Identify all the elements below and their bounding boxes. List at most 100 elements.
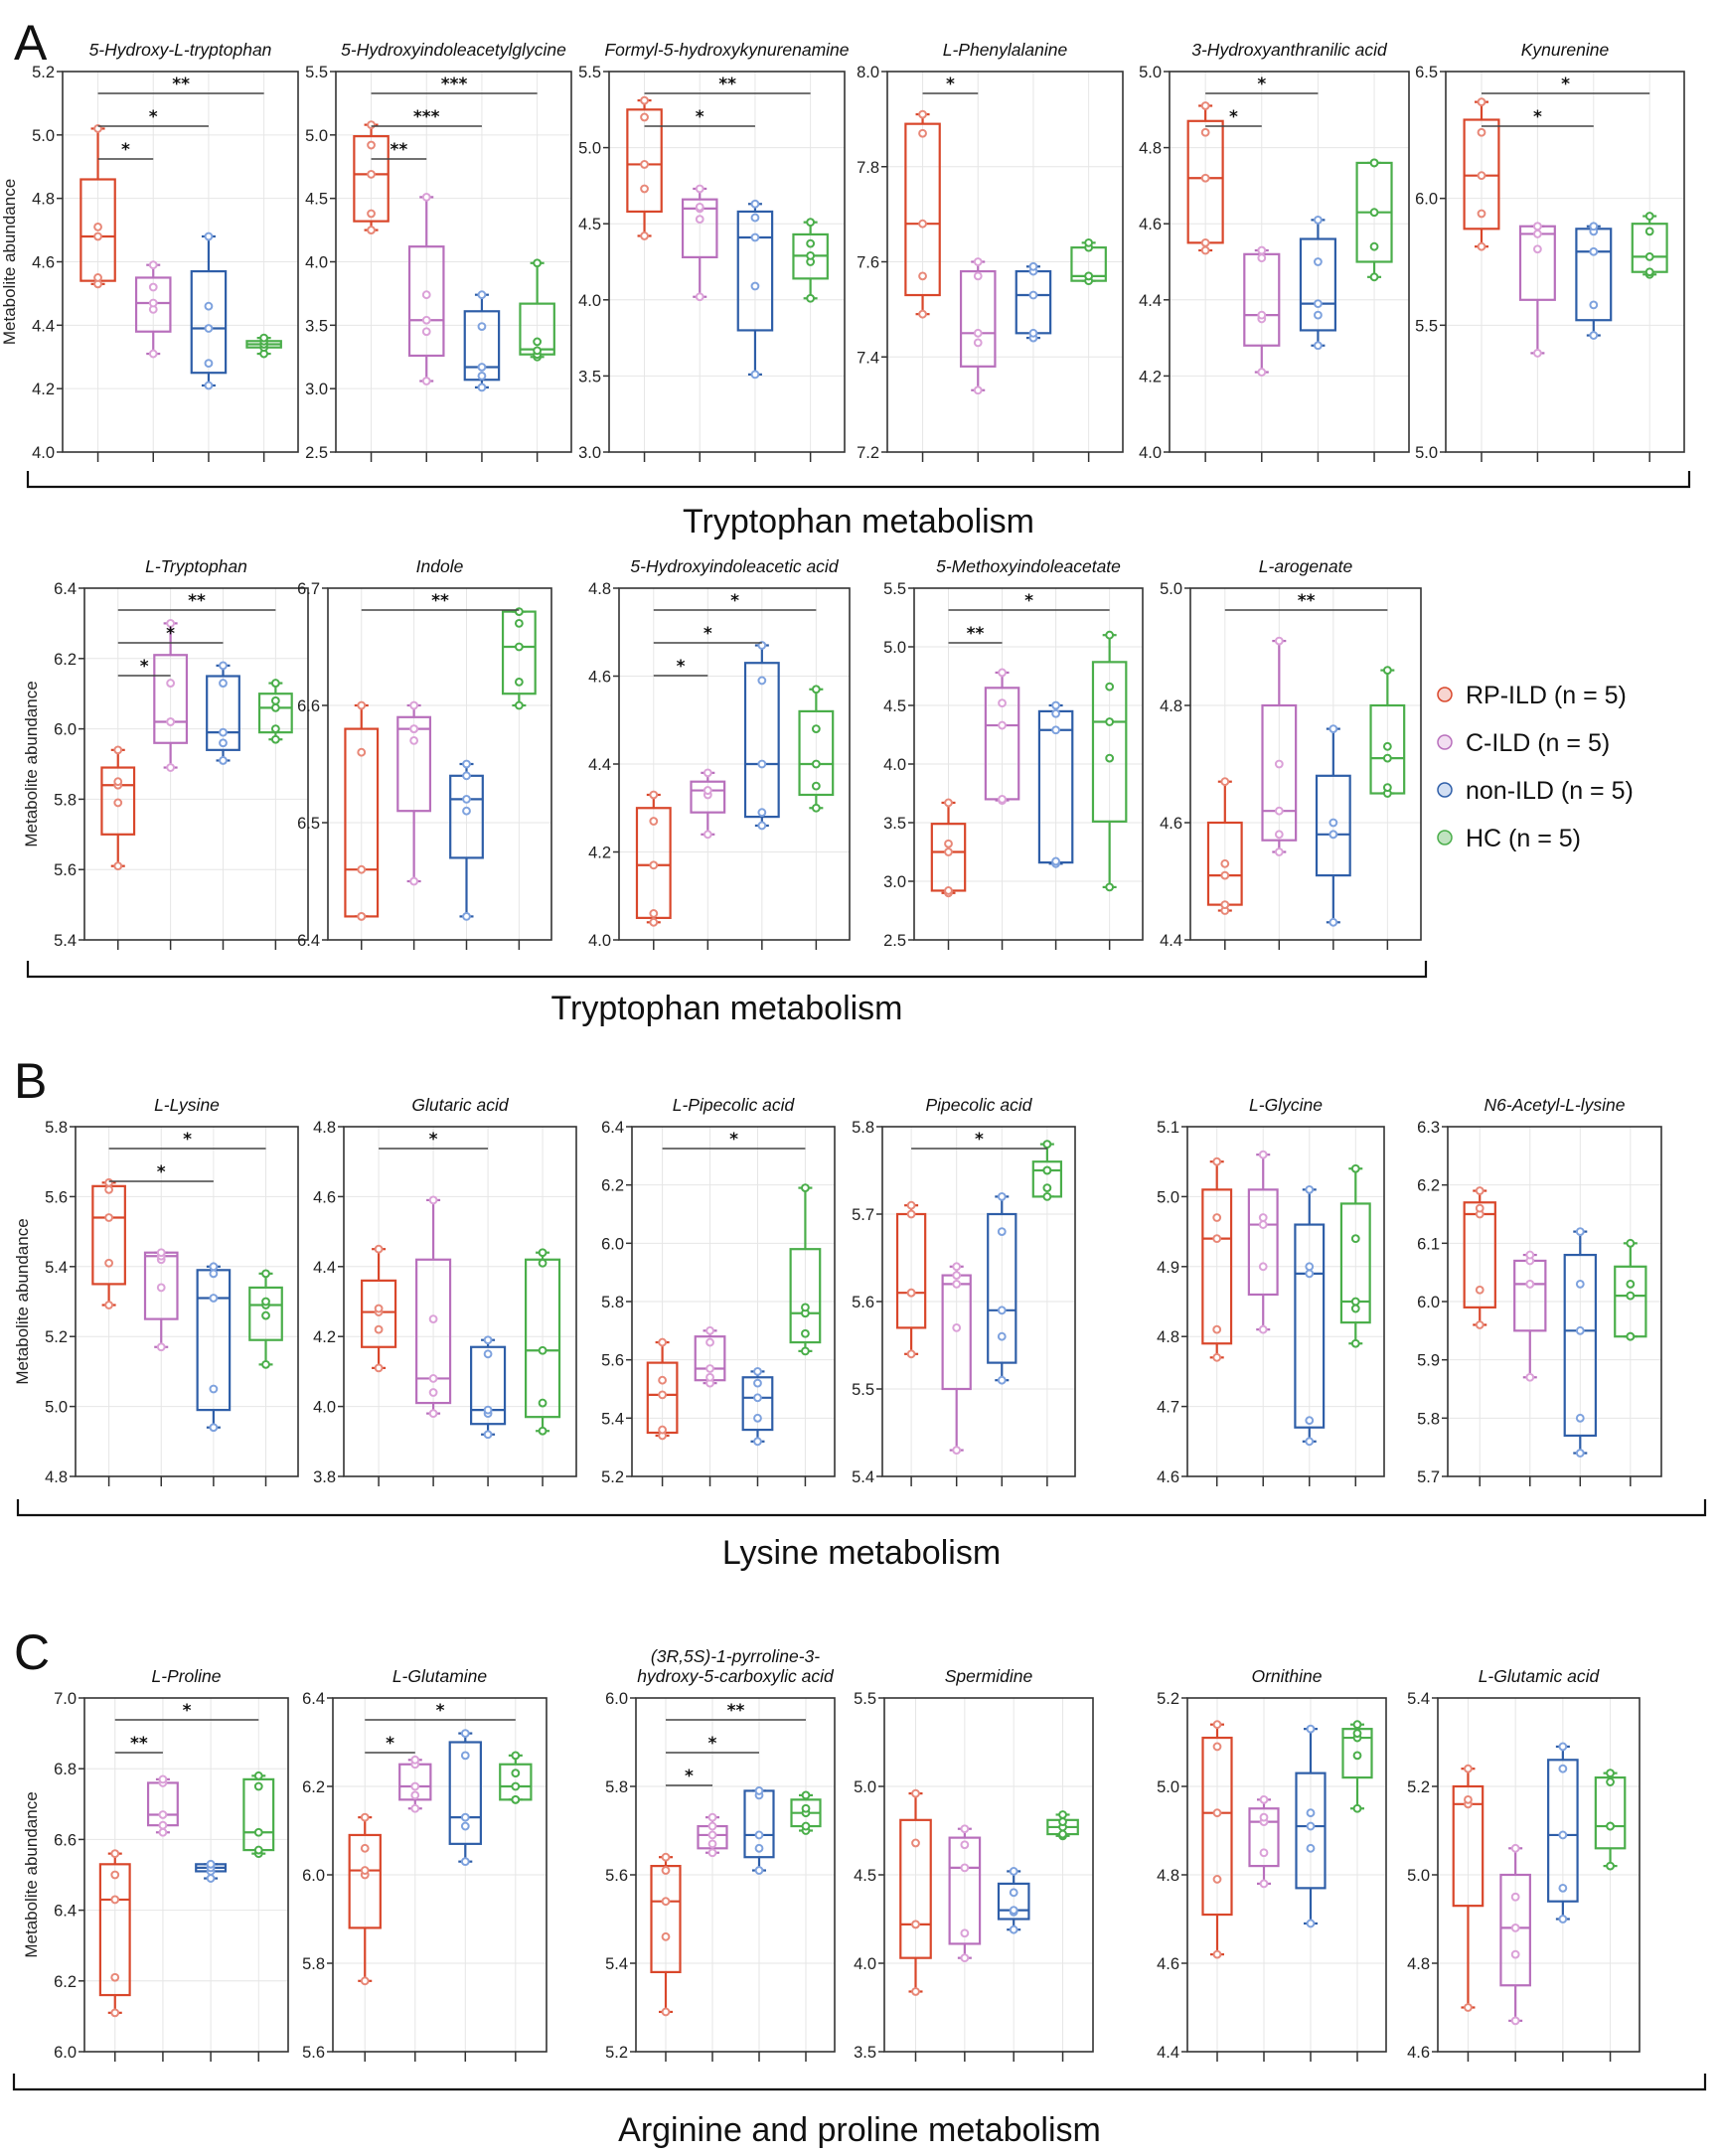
data-point [753,1367,762,1376]
box-rp-ild [930,798,967,898]
box-hc [519,258,555,362]
box-rp-ild [1201,1156,1233,1362]
data-point [906,1209,916,1219]
y-tick-label: 5.0 [883,639,906,657]
data-point [1644,227,1654,236]
data-point [113,745,123,755]
box-non-ild [196,1262,232,1433]
data-point [997,1192,1007,1201]
y-tick-label: 6.4 [54,580,77,598]
box-hc [1355,158,1393,282]
y-tick-label: 6.2 [601,1177,624,1195]
box-non-ild [736,199,774,380]
data-point [1212,1352,1222,1362]
data-point [1212,1156,1222,1166]
y-axis-label: Metabolite abundance [0,179,19,345]
data-point [514,607,524,616]
data-point [148,282,158,292]
data-point [1464,1794,1473,1804]
data-point [640,112,649,122]
box-c-ild [1499,1843,1531,2026]
row-bracket [26,961,1428,979]
plot-frame [608,71,846,453]
iqr-box [789,1248,822,1344]
data-point [1258,1213,1268,1222]
y-tick-label: 4.4 [1160,932,1182,950]
box-non-ild [1295,1724,1327,1928]
data-point [110,1870,120,1880]
y-tick-label: 5.0 [578,140,601,158]
data-point [695,184,704,194]
box-rp-ild [353,120,390,234]
box-c-ild [697,1812,728,1858]
data-point [1305,1184,1315,1194]
data-point [1644,212,1654,221]
box-c-ild [959,257,997,395]
legend: RP-ILD (n = 5) C-ILD (n = 5) non-ILD (n = … [1437,682,1634,852]
data-point [1212,1234,1222,1244]
box-c-ild [407,192,445,385]
data-point [707,1848,717,1858]
data-point [1510,1924,1520,1932]
data-point [1477,209,1486,219]
significance-label: * [183,1701,192,1721]
data-point [811,781,821,791]
y-tick-label: 4.6 [1157,1955,1179,1973]
data-point [1558,1830,1568,1840]
panel-title: Indole [416,556,464,576]
data-point [1575,1413,1585,1423]
significance-label: * [121,140,130,160]
y-tick-label: 7.0 [54,1690,77,1708]
panel-title: Ornithine [1251,1666,1322,1686]
y-tick-label: 6.6 [54,1831,77,1849]
data-point [703,786,712,795]
box-hc [1031,1140,1063,1201]
y-tick-label: 4.8 [1157,1328,1179,1346]
data-point [997,1227,1007,1236]
data-point [952,1323,962,1332]
significance-label: ** [172,75,190,94]
data-point [707,1821,717,1831]
data-point [460,1857,470,1867]
box-rp-ild [1463,1186,1496,1329]
box-rp-ild [100,745,136,871]
y-tick-label: 5.0 [854,1778,876,1796]
box-rp-ild [904,109,941,319]
data-point [1084,271,1094,281]
data-point [952,1271,962,1280]
data-point [1644,267,1654,277]
data-point [1328,830,1338,840]
y-tick-label: 4.5 [578,216,601,233]
data-point [658,1337,667,1347]
data-point [538,1258,547,1268]
y-tick-label: 4.8 [1407,1955,1430,1973]
y-tick-label: 4.8 [588,580,611,598]
data-point [757,808,767,818]
y-tick-label: 4.5 [305,191,328,209]
data-point [649,917,659,927]
box-hc [499,1751,533,1804]
data-point [514,678,524,687]
data-point [421,290,431,300]
box-hc [789,1183,822,1356]
data-point [705,1364,714,1373]
data-point [998,668,1007,678]
data-point [1258,1150,1268,1159]
y-tick-label: 4.2 [588,845,611,862]
y-tick-label: 4.0 [313,1399,336,1417]
data-point [421,327,431,337]
box-c-ild [1261,636,1298,856]
data-point [410,1781,420,1791]
y-tick-label: 5.8 [605,1778,628,1796]
data-point [695,292,704,302]
y-tick-label: 5.5 [854,1690,876,1708]
y-tick-label: 5.0 [1139,64,1162,81]
data-point [1369,241,1379,251]
data-point [511,1751,521,1761]
panel-title: 5-Hydroxy-L-tryptophan [89,40,272,60]
data-point [1306,1724,1316,1734]
panel-title: L-arogenate [1259,556,1353,576]
panel-title: L-Phenylalanine [943,40,1068,60]
data-point [1510,2016,1520,2026]
